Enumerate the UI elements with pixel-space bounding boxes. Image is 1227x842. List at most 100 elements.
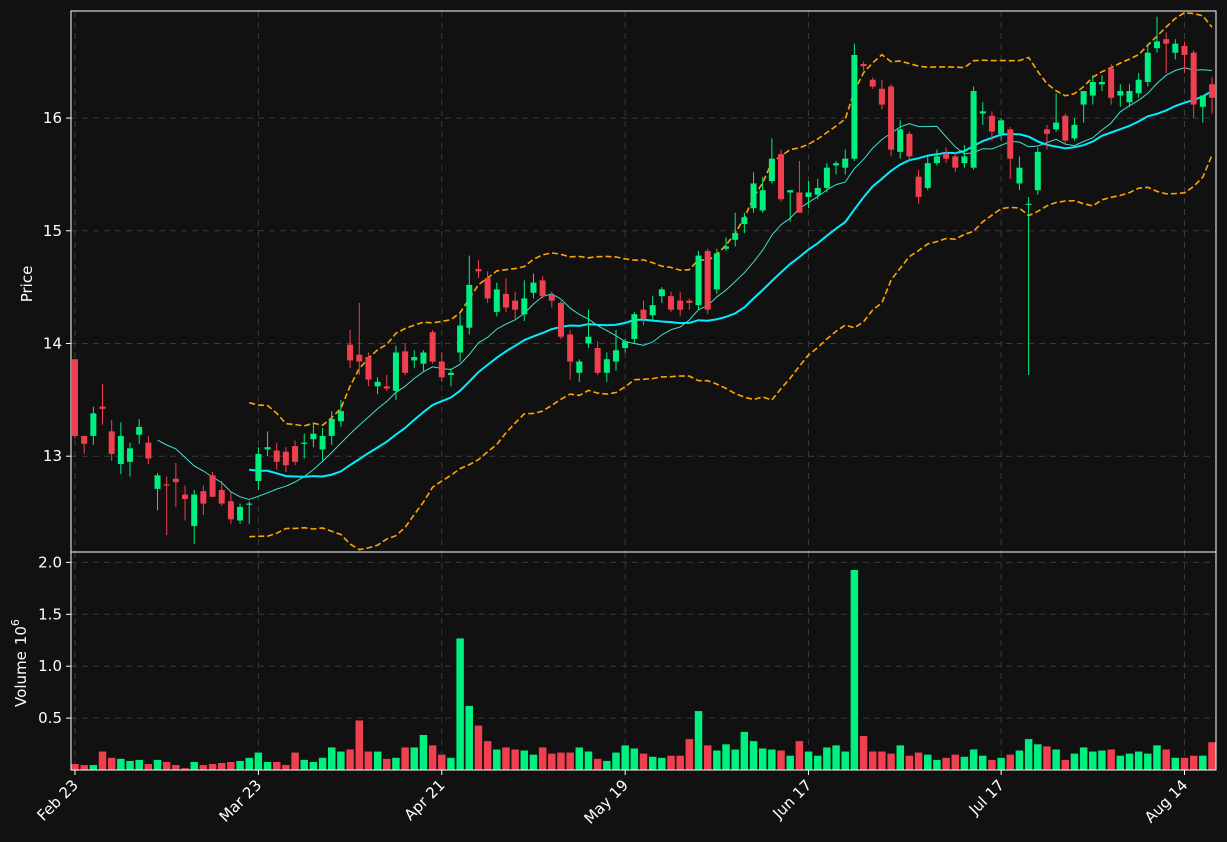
candle-body: [1163, 39, 1170, 44]
volume-bar: [767, 748, 777, 771]
candle-body: [429, 332, 436, 362]
candle-body: [557, 302, 564, 337]
volume-bar: [492, 748, 502, 771]
candle-body: [677, 300, 684, 310]
volume-bar: [125, 760, 135, 771]
volume-bar: [410, 746, 419, 771]
volume-bar: [510, 748, 520, 771]
volume-bar: [134, 759, 144, 771]
candle-body: [172, 478, 179, 483]
candle-body: [888, 86, 895, 150]
volume-bar-series: [70, 569, 1217, 771]
candle-body: [282, 451, 289, 466]
volume-bar: [886, 753, 896, 771]
candle-body: [1034, 151, 1041, 191]
price-tick-label: 13: [43, 447, 62, 465]
volume-bar: [1042, 745, 1052, 771]
volume-bar: [1198, 755, 1208, 771]
candle-body: [961, 156, 968, 164]
volume-bar: [144, 763, 153, 771]
candle-body: [1025, 203, 1032, 205]
candle-body: [640, 309, 647, 319]
volume-bar: [483, 740, 492, 771]
volume-bar: [208, 763, 217, 771]
candle-body: [686, 300, 693, 303]
price-tick-label: 15: [43, 222, 62, 240]
volume-bar: [1189, 755, 1198, 771]
candle-body: [457, 325, 464, 353]
volume-panel-grid: [71, 552, 1216, 770]
volume-bar: [281, 764, 291, 771]
volume-bar: [941, 757, 951, 771]
volume-bar: [89, 764, 98, 771]
volume-bar: [116, 758, 126, 771]
candle-body: [402, 351, 409, 373]
candle-body: [218, 490, 225, 504]
volume-bar: [822, 746, 832, 771]
volume-bar: [1024, 738, 1033, 771]
volume-bar: [1006, 754, 1015, 771]
volume-bar: [996, 757, 1006, 771]
volume-bar: [630, 747, 639, 771]
candle-body: [924, 163, 931, 188]
candle-body: [255, 453, 262, 481]
volume-tick-label: 1.0: [38, 657, 62, 675]
volume-bar: [70, 763, 80, 771]
volume-bar: [263, 761, 272, 771]
price-tick-label: 16: [43, 109, 62, 127]
volume-bar: [620, 744, 630, 771]
price-y-axis-ticks: 13 14 15 16: [43, 109, 71, 465]
candle-body: [1071, 124, 1078, 139]
volume-axis-title: Volume 106: [9, 619, 30, 707]
volume-bar: [895, 744, 905, 771]
volume-bar: [868, 751, 877, 771]
volume-bar: [327, 746, 336, 771]
candle-body: [933, 156, 940, 164]
candle-body: [1089, 82, 1096, 96]
candle-body: [310, 433, 317, 440]
candle-body: [521, 298, 528, 315]
candle-body: [814, 187, 821, 195]
moving-average-lines: [157, 67, 1213, 501]
candle-body: [741, 217, 748, 225]
volume-bar: [501, 746, 511, 771]
volume-bar: [1180, 757, 1189, 771]
candle-body: [612, 350, 619, 362]
candle-body: [1007, 129, 1014, 159]
price-axis-title: Price: [18, 266, 36, 303]
volume-bar: [364, 751, 373, 771]
candle-body: [979, 111, 986, 114]
candle-body: [530, 282, 537, 293]
volume-bar: [730, 748, 740, 771]
volume-bar: [584, 751, 593, 771]
candle-body: [1135, 79, 1142, 94]
volume-bar: [391, 757, 401, 771]
volume-bar: [1171, 757, 1180, 771]
volume-bar: [685, 738, 694, 771]
volume-bar: [171, 764, 181, 771]
candle-body: [833, 163, 840, 166]
candle-body: [539, 280, 546, 297]
candle-body: [264, 447, 271, 450]
volume-bar: [437, 754, 447, 771]
volume-bar: [244, 757, 254, 771]
volume-bar: [666, 755, 676, 771]
volume-bar: [529, 754, 538, 771]
candle-body: [301, 442, 308, 444]
candle-body: [493, 289, 500, 312]
volume-bar: [345, 748, 355, 771]
volume-bar: [1051, 748, 1061, 771]
candle-body: [81, 435, 88, 444]
candle-body: [576, 361, 583, 373]
volume-bar: [355, 719, 364, 771]
bollinger-upper-line: [249, 11, 1213, 427]
candle-body: [1098, 82, 1105, 85]
volume-bar: [1015, 750, 1024, 771]
volume-bar: [1125, 753, 1134, 771]
volume-bar: [1097, 750, 1107, 771]
candle-body: [117, 435, 124, 465]
candle-body: [906, 133, 913, 157]
candle-body: [1117, 91, 1124, 96]
candle-body: [374, 381, 381, 387]
candle-body: [90, 413, 97, 436]
